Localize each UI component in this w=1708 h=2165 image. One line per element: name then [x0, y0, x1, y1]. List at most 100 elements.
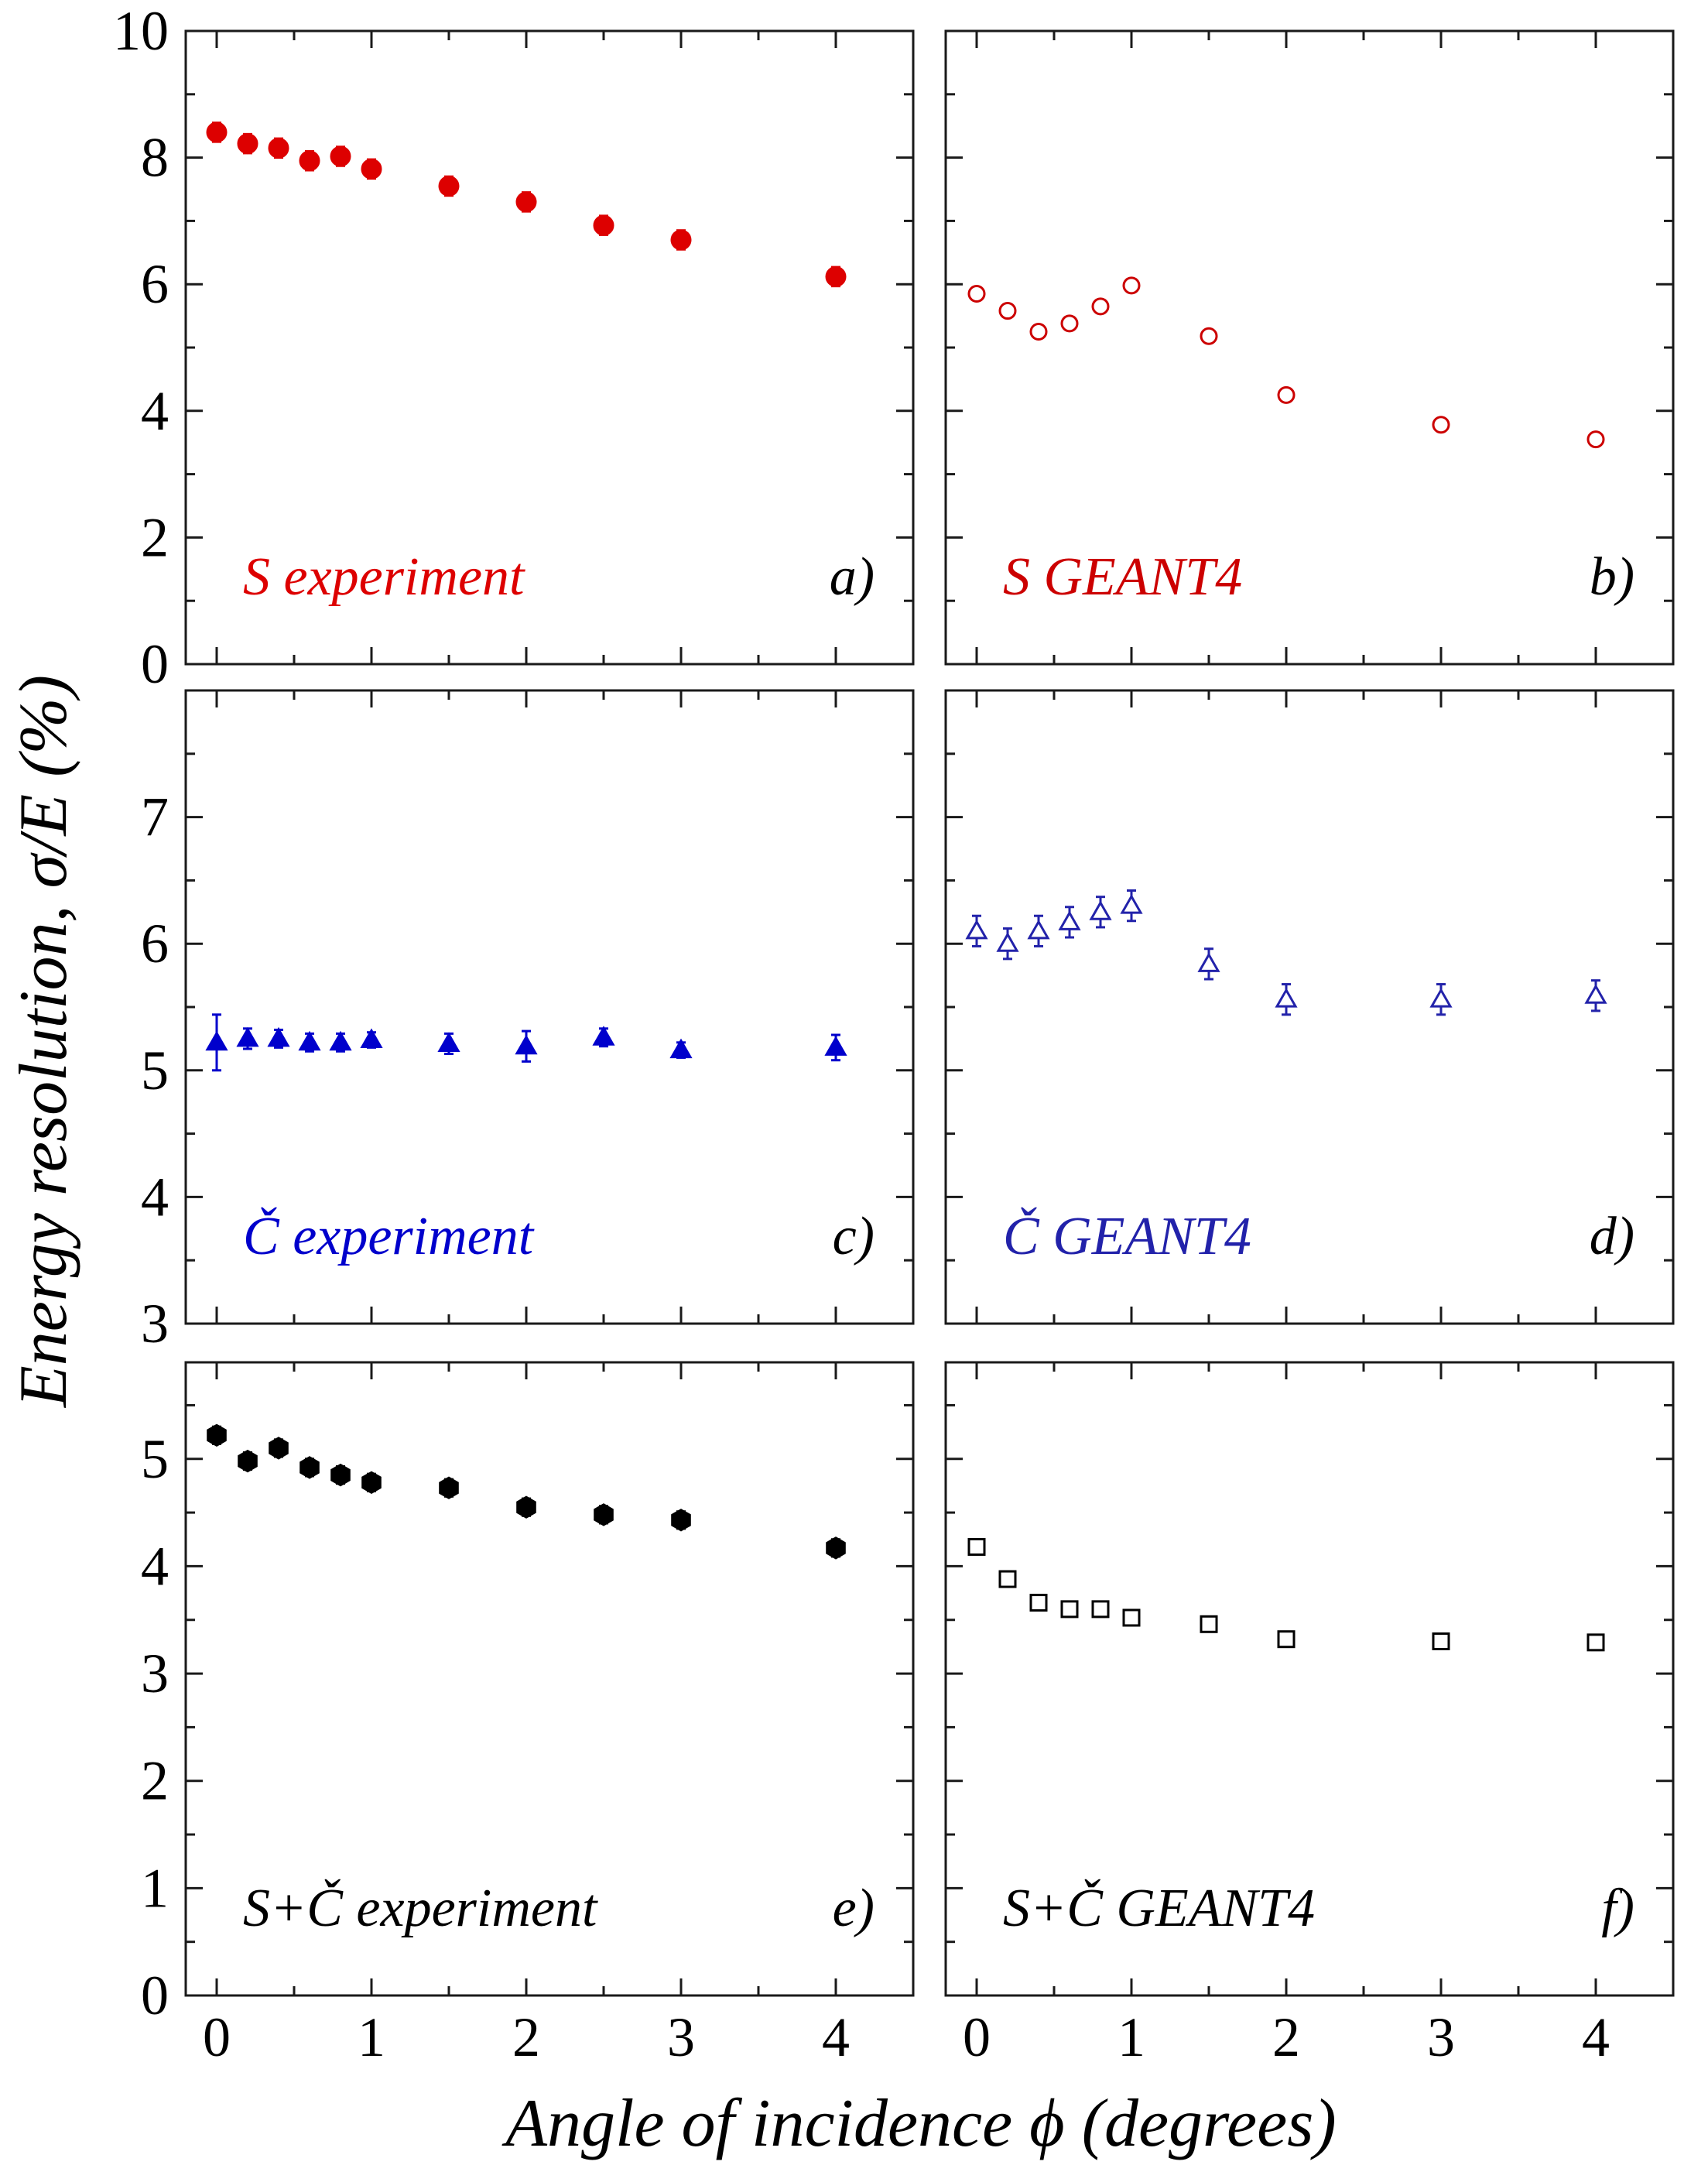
panel-tag-a: a): [830, 547, 875, 607]
data-point: [967, 284, 986, 303]
x-tick-label: 1: [1118, 2006, 1145, 2068]
y-tick-label: 6: [141, 913, 169, 975]
data-point: [437, 1032, 460, 1056]
marker-triangle: [360, 1028, 383, 1049]
data-point: [967, 1537, 986, 1556]
data-point: [1120, 889, 1143, 923]
y-tick-label: 2: [141, 1750, 169, 1812]
data-point: [593, 214, 614, 236]
marker-square: [1432, 1632, 1450, 1650]
data-point: [439, 1476, 459, 1499]
data-point: [1277, 1630, 1296, 1649]
marker-triangle: [236, 1026, 259, 1047]
y-tick-label: 5: [141, 1040, 169, 1101]
marker-triangle: [965, 919, 988, 940]
panel-label-f: S+Č GEANT4: [1003, 1879, 1315, 1938]
panel-label-c: Č experiment: [243, 1207, 535, 1266]
y-tick-label: 4: [141, 1166, 169, 1228]
marker-circle: [268, 137, 289, 159]
marker-circle: [206, 122, 228, 143]
data-point: [1091, 297, 1110, 316]
y-tick-label: 3: [141, 1643, 169, 1704]
marker-square: [1060, 1600, 1079, 1619]
marker-circle: [1432, 416, 1450, 434]
marker-triangle: [298, 1030, 321, 1051]
marker-square: [1200, 1615, 1218, 1633]
data-point: [1584, 979, 1607, 1012]
y-tick-label: 2: [141, 506, 169, 568]
marker-hexagon: [299, 1456, 320, 1479]
data-point: [996, 927, 1019, 961]
panel-label-e: S+Č experiment: [243, 1879, 598, 1938]
data-point: [1122, 1608, 1141, 1627]
marker-triangle: [1275, 988, 1298, 1008]
panel-e: 0 1 2 3 4 5 0 1 2 3 4 S+Č experiment e): [141, 1361, 915, 2068]
panel-tag-f: f): [1601, 1879, 1634, 1938]
data-point: [1027, 914, 1050, 947]
data-point: [671, 1509, 691, 1532]
marker-triangle: [329, 1030, 352, 1051]
panel-a: 0 2 4 6 8 10 S experiment a): [113, 0, 915, 695]
panel-frame-e: [184, 1361, 915, 1997]
x-tick-label: 4: [822, 2006, 850, 2068]
marker-triangle: [1027, 919, 1050, 940]
x-axis-label: Angle of incidence ϕ (degrees): [501, 2086, 1336, 2161]
marker-hexagon: [361, 1471, 382, 1495]
y-tick-label: 10: [113, 0, 169, 62]
x-tick-label: 4: [1582, 2006, 1610, 2068]
data-point: [1429, 983, 1453, 1016]
data-point: [669, 1038, 693, 1059]
marker-circle: [299, 150, 320, 172]
marker-triangle: [1089, 900, 1112, 920]
marker-hexagon: [207, 1423, 227, 1447]
marker-square: [1091, 1600, 1110, 1619]
data-point: [298, 1030, 321, 1053]
data-point: [299, 149, 320, 172]
marker-triangle: [205, 1030, 228, 1051]
panel-d: Č GEANT4 d): [944, 689, 1675, 1325]
data-point: [1089, 896, 1112, 929]
data-point: [1586, 1633, 1605, 1652]
marker-square: [998, 1570, 1017, 1588]
panel-label-b: S GEANT4: [1003, 547, 1242, 607]
marker-circle: [1277, 385, 1296, 404]
data-point: [330, 146, 351, 167]
data-point: [592, 1026, 615, 1048]
panel-label-a: S experiment: [243, 547, 525, 607]
marker-hexagon: [269, 1437, 289, 1460]
panel-b: S GEANT4 b): [944, 29, 1675, 666]
data-point: [299, 1456, 320, 1479]
data-point: [1197, 947, 1220, 981]
y-tick-label: 6: [141, 253, 169, 315]
data-point: [1060, 1600, 1079, 1619]
x-tick-label: 2: [1272, 2006, 1300, 2068]
data-point: [361, 1471, 382, 1495]
x-tick-label: 3: [1427, 2006, 1455, 2068]
marker-triangle: [824, 1036, 847, 1056]
data-point: [826, 1536, 846, 1560]
x-tick-label: 2: [512, 2006, 540, 2068]
data-point: [1029, 323, 1048, 341]
panel-tag-d: d): [1590, 1207, 1634, 1266]
marker-circle: [670, 229, 692, 251]
panel-f: 0 1 2 3 4 S+Č GEANT4 f): [944, 1361, 1675, 2068]
marker-triangle: [592, 1026, 615, 1046]
y-axis-label: Energy resolution, σ/E (%): [6, 675, 81, 1409]
marker-square: [1586, 1633, 1605, 1652]
marker-circle: [237, 133, 258, 155]
x-tick-label: 3: [667, 2006, 695, 2068]
panel-c: 3 4 5 6 7 Č experiment c): [141, 689, 915, 1355]
data-point: [205, 1013, 228, 1072]
marker-triangle: [1584, 984, 1607, 1004]
data-point: [438, 175, 460, 197]
data-point: [236, 1026, 259, 1050]
marker-circle: [330, 146, 351, 167]
marker-circle: [1029, 323, 1048, 341]
data-point: [207, 1423, 227, 1447]
marker-circle: [438, 175, 460, 197]
marker-hexagon: [238, 1449, 258, 1473]
data-point: [1060, 314, 1079, 333]
marker-hexagon: [330, 1463, 351, 1487]
data-point: [269, 1437, 289, 1460]
marker-hexagon: [439, 1476, 459, 1499]
